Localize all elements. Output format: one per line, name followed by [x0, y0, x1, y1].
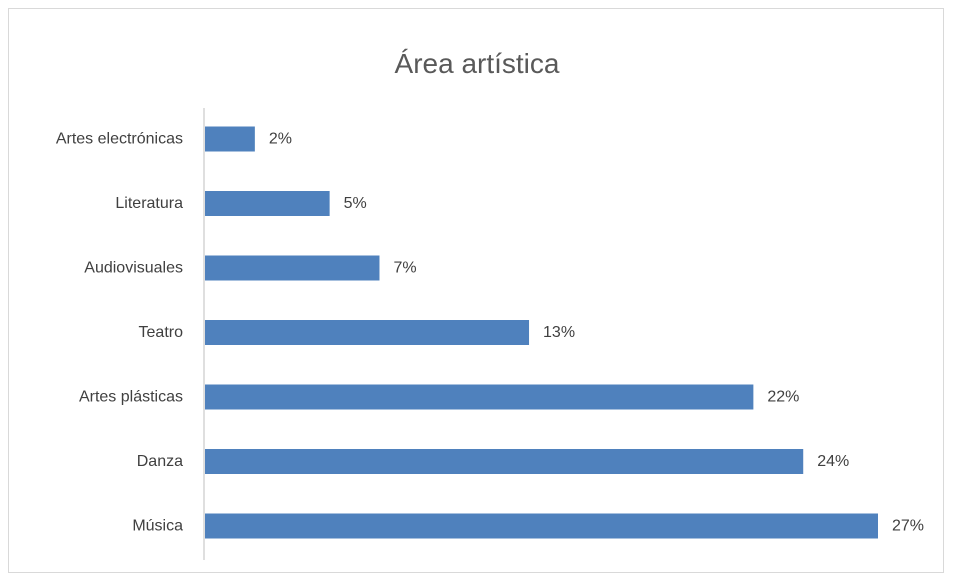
- data-label: 13%: [543, 324, 575, 341]
- data-label: 24%: [817, 453, 849, 470]
- bar-2: [205, 255, 380, 281]
- bar-1: [205, 191, 330, 216]
- category-tick-label: Teatro: [139, 324, 184, 341]
- data-label: 27%: [892, 518, 924, 535]
- chart-title: Área artística: [394, 48, 560, 79]
- category-tick-label: Artes electrónicas: [56, 131, 183, 148]
- bar-6: [205, 513, 878, 539]
- bars-group: Artes electrónicas 2% Literatura 5% Audiovis…: [56, 126, 924, 539]
- bar-4: [205, 384, 754, 410]
- category-tick-label: Audiovisuales: [84, 260, 183, 277]
- data-label: 2%: [269, 131, 292, 148]
- bar-3: [205, 320, 530, 345]
- category-tick-label: Literatura: [115, 195, 183, 212]
- data-label: 22%: [767, 389, 799, 406]
- bar-0: [205, 126, 255, 152]
- category-tick-label: Artes plásticas: [79, 389, 183, 406]
- chart-frame: [8, 8, 944, 573]
- category-tick-label: Música: [132, 518, 183, 535]
- data-label: 7%: [393, 260, 416, 277]
- category-tick-label: Danza: [137, 453, 183, 470]
- bar-5: [205, 449, 804, 474]
- data-label: 5%: [344, 195, 367, 212]
